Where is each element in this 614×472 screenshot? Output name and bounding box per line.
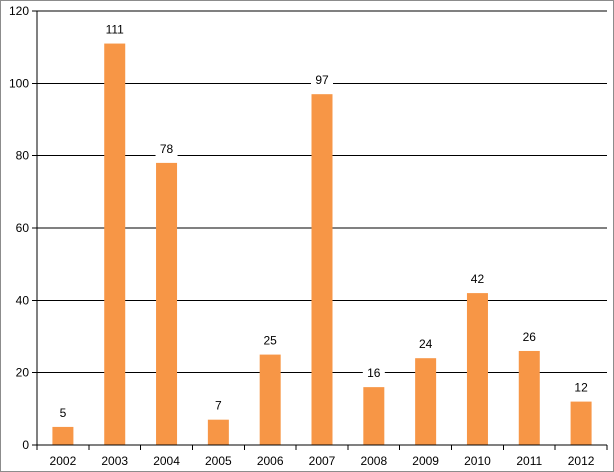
y-tick-label: 20 — [16, 366, 30, 380]
data-label-2003: 111 — [106, 23, 125, 37]
data-label-2011: 26 — [523, 330, 537, 344]
bar-2012 — [570, 401, 592, 445]
data-label-background — [55, 405, 71, 421]
data-label-background — [155, 141, 178, 157]
bar-2002 — [52, 426, 74, 445]
data-label-2004: 78 — [160, 142, 174, 156]
data-label-2010: 42 — [471, 272, 485, 286]
bar-2011 — [518, 350, 540, 445]
data-label-background — [466, 272, 489, 288]
data-label-background — [570, 380, 593, 396]
data-label-background — [100, 22, 130, 38]
data-label-background — [311, 73, 333, 89]
bar-2010 — [466, 293, 488, 445]
bar-2005 — [207, 419, 229, 445]
data-label-background — [518, 329, 541, 345]
bar-2003 — [104, 43, 126, 446]
x-tick-label-2002: 2002 — [50, 454, 77, 468]
labels: 0 20 40 60 80 100 120 5 2002 111 2003 78 2004 7 2005 25… — [9, 4, 595, 468]
y-tick-label: 0 — [22, 438, 29, 452]
bar-2008 — [363, 387, 385, 445]
y-tick-label: 60 — [16, 221, 30, 235]
x-tick-label-2003: 2003 — [101, 454, 128, 468]
y-tick-label: 100 — [9, 76, 29, 90]
data-label-2009: 24 — [419, 337, 433, 351]
x-tick-label-2006: 2006 — [257, 454, 284, 468]
data-label-2006: 25 — [264, 334, 278, 348]
x-tick-label-2005: 2005 — [205, 454, 232, 468]
bars — [52, 43, 592, 446]
axes — [32, 10, 608, 450]
bar-2007 — [311, 94, 333, 445]
data-label-background — [259, 333, 282, 349]
x-tick-label-2004: 2004 — [153, 454, 180, 468]
x-tick-label-2012: 2012 — [568, 454, 595, 468]
data-label-background — [210, 398, 226, 414]
data-label-background — [414, 337, 437, 353]
x-tick-label-2008: 2008 — [360, 454, 387, 468]
x-tick-label-2009: 2009 — [412, 454, 439, 468]
bar-2009 — [415, 358, 437, 445]
bar-2006 — [259, 354, 281, 445]
x-tick-label-2011: 2011 — [516, 454, 542, 468]
data-label-2005: 7 — [215, 399, 222, 413]
y-tick-label: 120 — [9, 4, 29, 18]
data-label-2007: 97 — [315, 73, 329, 87]
data-label-2008: 16 — [367, 366, 381, 380]
data-label-2012: 12 — [574, 381, 588, 395]
x-tick-label-2007: 2007 — [309, 454, 336, 468]
x-tick-label-2010: 2010 — [464, 454, 491, 468]
y-tick-label: 80 — [16, 149, 30, 163]
y-tick-label: 40 — [16, 293, 30, 307]
data-label-background — [362, 366, 385, 382]
bar-2004 — [156, 162, 178, 445]
data-label-2002: 5 — [60, 406, 67, 420]
